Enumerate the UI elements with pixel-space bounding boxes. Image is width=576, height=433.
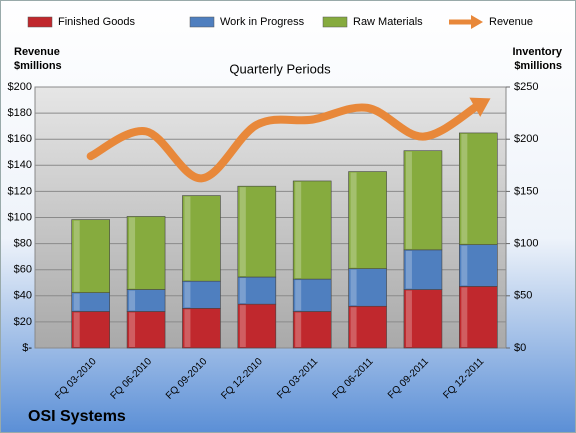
y2-axis-label: Inventory xyxy=(512,46,562,58)
bar-highlight xyxy=(129,312,136,347)
bar-segment xyxy=(348,268,387,307)
legend-label: Revenue xyxy=(489,16,533,28)
bar-highlight xyxy=(239,187,246,277)
bar-highlight xyxy=(295,181,302,279)
revenue-line xyxy=(86,101,483,183)
y-tick-label: $80 xyxy=(14,238,32,250)
y-tick-label: $140 xyxy=(8,159,32,171)
bar-highlight xyxy=(350,269,357,306)
bar-highlight xyxy=(405,151,412,249)
bar-segment xyxy=(126,311,166,349)
bar-highlight xyxy=(350,172,357,268)
bar-highlight xyxy=(295,312,302,347)
y-tick-label: $60 xyxy=(14,264,32,276)
bar-highlight xyxy=(405,290,412,347)
y-tick-label: $40 xyxy=(14,290,32,302)
bar-highlight xyxy=(350,307,357,347)
bar-segment xyxy=(182,195,221,282)
legend-label: Work in Progress xyxy=(220,16,305,28)
y-tick-label: $20 xyxy=(14,316,32,328)
bar-segment xyxy=(71,219,110,293)
bar-highlight xyxy=(461,245,468,286)
y-tick-label: $120 xyxy=(8,185,32,197)
bar-segment xyxy=(403,289,443,349)
bar-segment xyxy=(459,286,498,349)
bar-highlight xyxy=(184,282,191,308)
bar-highlight xyxy=(184,309,191,347)
chart-title: OSI Systems xyxy=(28,408,126,425)
bar-segment xyxy=(292,180,332,280)
bar-segment xyxy=(182,280,221,309)
bar-segment xyxy=(71,311,110,349)
bar-segment xyxy=(348,305,387,349)
bar-segment xyxy=(403,150,443,251)
y2-tick-label: $250 xyxy=(514,81,538,93)
bar-segment xyxy=(348,171,387,269)
y-axis-label: $millions xyxy=(14,60,62,72)
bar-segment xyxy=(292,278,332,312)
bar-segment xyxy=(292,311,332,349)
bar-highlight xyxy=(239,305,246,347)
bar-highlight xyxy=(461,287,468,347)
legend-label: Raw Materials xyxy=(353,16,423,28)
y-tick-label: $100 xyxy=(8,211,32,223)
y2-tick-label: $50 xyxy=(514,290,532,302)
bar-highlight xyxy=(73,220,80,292)
bar-highlight xyxy=(184,196,191,281)
bar-highlight xyxy=(295,280,302,311)
legend-marker xyxy=(471,15,483,29)
y2-axis-label: $millions xyxy=(514,60,562,72)
y2-tick-label: $0 xyxy=(514,342,526,354)
bar-highlight xyxy=(405,250,412,289)
y-tick-label: $200 xyxy=(8,81,32,93)
y2-tick-label: $100 xyxy=(514,238,538,250)
bar-highlight xyxy=(129,290,136,311)
line-arrowhead xyxy=(469,97,491,117)
bar-segment xyxy=(459,244,498,287)
y2-tick-label: $150 xyxy=(514,185,538,197)
legend-marker xyxy=(27,16,53,28)
legend-label: Finished Goods xyxy=(58,16,136,28)
chart-subtitle: Quarterly Periods xyxy=(229,61,331,76)
bar-highlight xyxy=(239,278,246,304)
bar-highlight xyxy=(129,217,136,289)
bar-segment xyxy=(126,216,166,290)
bar-highlight xyxy=(73,312,80,347)
y-tick-label: $160 xyxy=(8,133,32,145)
y-tick-label: $180 xyxy=(8,107,32,119)
bar-highlight xyxy=(461,133,468,244)
y-axis-label: Revenue xyxy=(14,46,60,58)
bar-segment xyxy=(459,132,498,245)
y-tick-label: $- xyxy=(22,342,32,354)
bar-highlight xyxy=(73,293,80,311)
bar-segment xyxy=(237,303,277,349)
bar-segment xyxy=(237,185,277,278)
legend-marker xyxy=(322,16,348,28)
legend-marker xyxy=(189,16,215,28)
y2-tick-label: $200 xyxy=(514,133,538,145)
